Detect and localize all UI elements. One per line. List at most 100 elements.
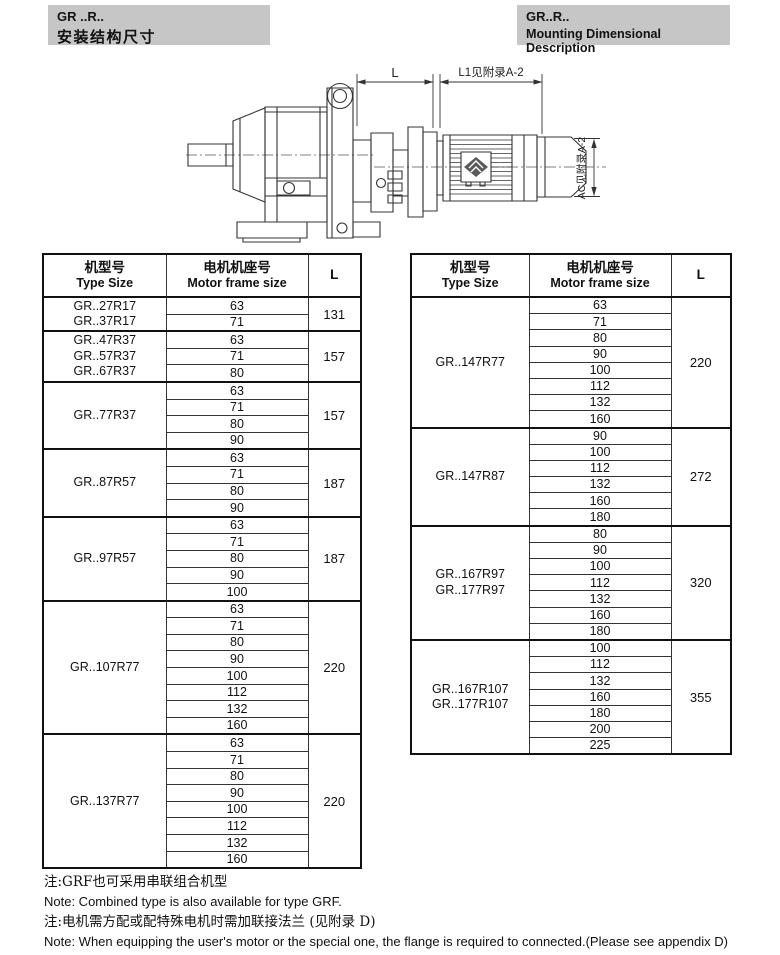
frame-size-group: GR..167R97 GR..177R97 80 320 90 100 112 132 160 1… xyxy=(410,525,732,641)
table-right-head: 机型号 Type Size 电机机座号 Motor frame size L xyxy=(410,253,732,298)
table-row: 160 xyxy=(411,606,731,624)
frame-size-cell: 160 xyxy=(165,716,309,735)
header-left-title: GR ..R.. xyxy=(57,9,104,24)
frame-size-group: GR..147R87 90 272 100 112 132 160 180 xyxy=(410,426,732,527)
frame-size-group: GR..27R17 GR..37R17 63 131 71 xyxy=(42,296,362,332)
frame-size-cell: 71 xyxy=(528,313,672,331)
table-row: GR..167R97 GR..177R97 80 320 xyxy=(410,525,732,641)
frame-size-cell: 100 xyxy=(528,443,672,461)
table-row: 180 xyxy=(411,622,731,641)
table-row: GR..147R87 90 272 xyxy=(410,426,732,527)
frame-size-cell: 160 xyxy=(528,410,672,428)
length-cell: 187 xyxy=(307,448,362,518)
type-size: GR..107R77 xyxy=(70,659,140,674)
note-en-2: Note: When equipping the user's motor or… xyxy=(44,934,728,949)
frame-size-cell: 200 xyxy=(528,720,672,739)
centerline xyxy=(186,155,606,167)
col-header-frame-cn: 电机机座号 xyxy=(203,260,271,276)
table-left-head: 机型号 Type Size 电机机座号 Motor frame size L xyxy=(42,253,362,298)
table-row: 90 xyxy=(43,431,361,450)
type-size-cell: GR..107R77 xyxy=(42,600,167,735)
frame-size-cell: 80 xyxy=(165,767,309,786)
frame-size-cell: 63 xyxy=(165,600,309,619)
gearmotor-technical-drawing: L L1见附录A-2 AC见附录A-2 xyxy=(0,65,780,255)
table-row: 100 xyxy=(411,443,731,461)
frame-size-cell: 132 xyxy=(528,394,672,412)
lifting-eyebolt xyxy=(328,84,353,109)
note-cn-2: 注:电机需方配或配特殊电机时需加联接法兰 (见附录 D) xyxy=(44,914,376,930)
col-header-l-label: L xyxy=(330,267,339,283)
header-right: GR..R.. Mounting Dimensional Description xyxy=(517,5,730,55)
frame-size-cell: 180 xyxy=(528,508,672,527)
brand-logo-icon xyxy=(464,157,488,177)
type-size-cell: GR..97R57 xyxy=(42,516,167,602)
frame-size-group: GR..167R107 GR..177R107 100 355 112 132 160 180… xyxy=(410,639,732,755)
table-row: 132 xyxy=(411,394,731,412)
frame-size-cell: 71 xyxy=(165,751,309,769)
frame-size-cell: 132 xyxy=(528,476,672,494)
col-header-type-cn: 机型号 xyxy=(84,260,126,276)
table-row: GR..77R37 63 157 xyxy=(42,381,362,450)
col-header-frame-en: Motor frame size xyxy=(550,276,650,291)
frame-size-cell: 80 xyxy=(528,329,672,347)
header-left-subtitle: 安装结构尺寸 xyxy=(57,29,157,46)
frame-size-cell: 90 xyxy=(165,566,309,585)
type-size: GR..77R37 xyxy=(73,407,137,422)
gear-housing xyxy=(265,107,327,222)
header-right-subtitle: Mounting Dimensional Description xyxy=(526,27,662,55)
frame-size-group: GR..107R77 63 220 71 80 90 100 112 132 160 xyxy=(42,600,362,735)
length-cell: 220 xyxy=(307,733,362,869)
type-size: GR..147R77 xyxy=(435,354,505,369)
frame-size-cell: 90 xyxy=(528,541,672,560)
length-cell: 272 xyxy=(670,426,732,527)
col-header-type-en: Type Size xyxy=(76,276,134,291)
type-size-cell: GR..167R107 GR..177R107 xyxy=(410,639,530,755)
col-header-l-label: L xyxy=(696,267,705,283)
frame-size-cell: 100 xyxy=(165,667,309,685)
header-right-title: GR..R.. xyxy=(526,9,570,24)
length-cell: 320 xyxy=(670,525,732,641)
type-size: GR..177R107 xyxy=(432,697,509,712)
table-row: 80 xyxy=(43,364,361,383)
frame-size-group: GR..147R77 63 220 71 80 90 100 112 132 160 xyxy=(410,296,732,428)
oil-plug xyxy=(284,183,295,194)
type-size: GR..167R107 xyxy=(432,681,509,696)
fan-cowl xyxy=(537,137,586,197)
type-size: GR..67R37 xyxy=(73,364,137,379)
length-cell: 157 xyxy=(307,381,362,450)
length-cell: 131 xyxy=(307,296,362,332)
frame-size-cell: 132 xyxy=(528,590,672,608)
frame-size-cell: 100 xyxy=(528,361,672,379)
table-row: GR..147R77 63 220 xyxy=(410,296,732,428)
table-row: GR..167R107 GR..177R107 100 355 xyxy=(410,639,732,755)
motor-adapter xyxy=(353,133,408,212)
length-cell: 220 xyxy=(307,600,362,735)
frame-size-cell: 90 xyxy=(165,431,309,450)
frame-size-cell: 100 xyxy=(528,557,672,576)
frame-size-cell: 63 xyxy=(528,296,672,315)
type-size: GR..37R17 xyxy=(73,314,137,329)
frame-size-cell: 112 xyxy=(528,574,672,592)
frame-size-cell: 63 xyxy=(165,733,309,753)
table-left: 机型号 Type Size 电机机座号 Motor frame size L G… xyxy=(42,253,362,870)
frame-size-cell: 112 xyxy=(165,683,309,702)
frame-size-cell: 225 xyxy=(528,737,672,755)
frame-size-cell: 112 xyxy=(528,656,672,674)
frame-size-cell: 112 xyxy=(528,377,672,396)
frame-size-cell: 80 xyxy=(165,415,309,433)
type-size-cell: GR..47R37 GR..57R37 GR..67R37 xyxy=(42,330,167,383)
type-size: GR..87R57 xyxy=(73,475,137,490)
frame-size-cell: 80 xyxy=(165,364,309,383)
frame-size-cell: 71 xyxy=(165,617,309,635)
type-size: GR..147R87 xyxy=(435,468,505,483)
header-row: 机型号 Type Size 电机机座号 Motor frame size L xyxy=(42,253,362,298)
frame-size-cell: 132 xyxy=(165,700,309,718)
frame-size-cell: 71 xyxy=(165,347,309,366)
header-row: 机型号 Type Size 电机机座号 Motor frame size L xyxy=(410,253,732,298)
type-size: GR..27R17 xyxy=(73,298,137,313)
frame-size-cell: 180 xyxy=(528,704,672,722)
length-cell: 355 xyxy=(670,639,732,755)
dim-ac-label: AC见附录A-2 xyxy=(575,137,588,200)
frame-size-cell: 100 xyxy=(528,639,672,658)
table-row: 71 xyxy=(43,313,361,332)
